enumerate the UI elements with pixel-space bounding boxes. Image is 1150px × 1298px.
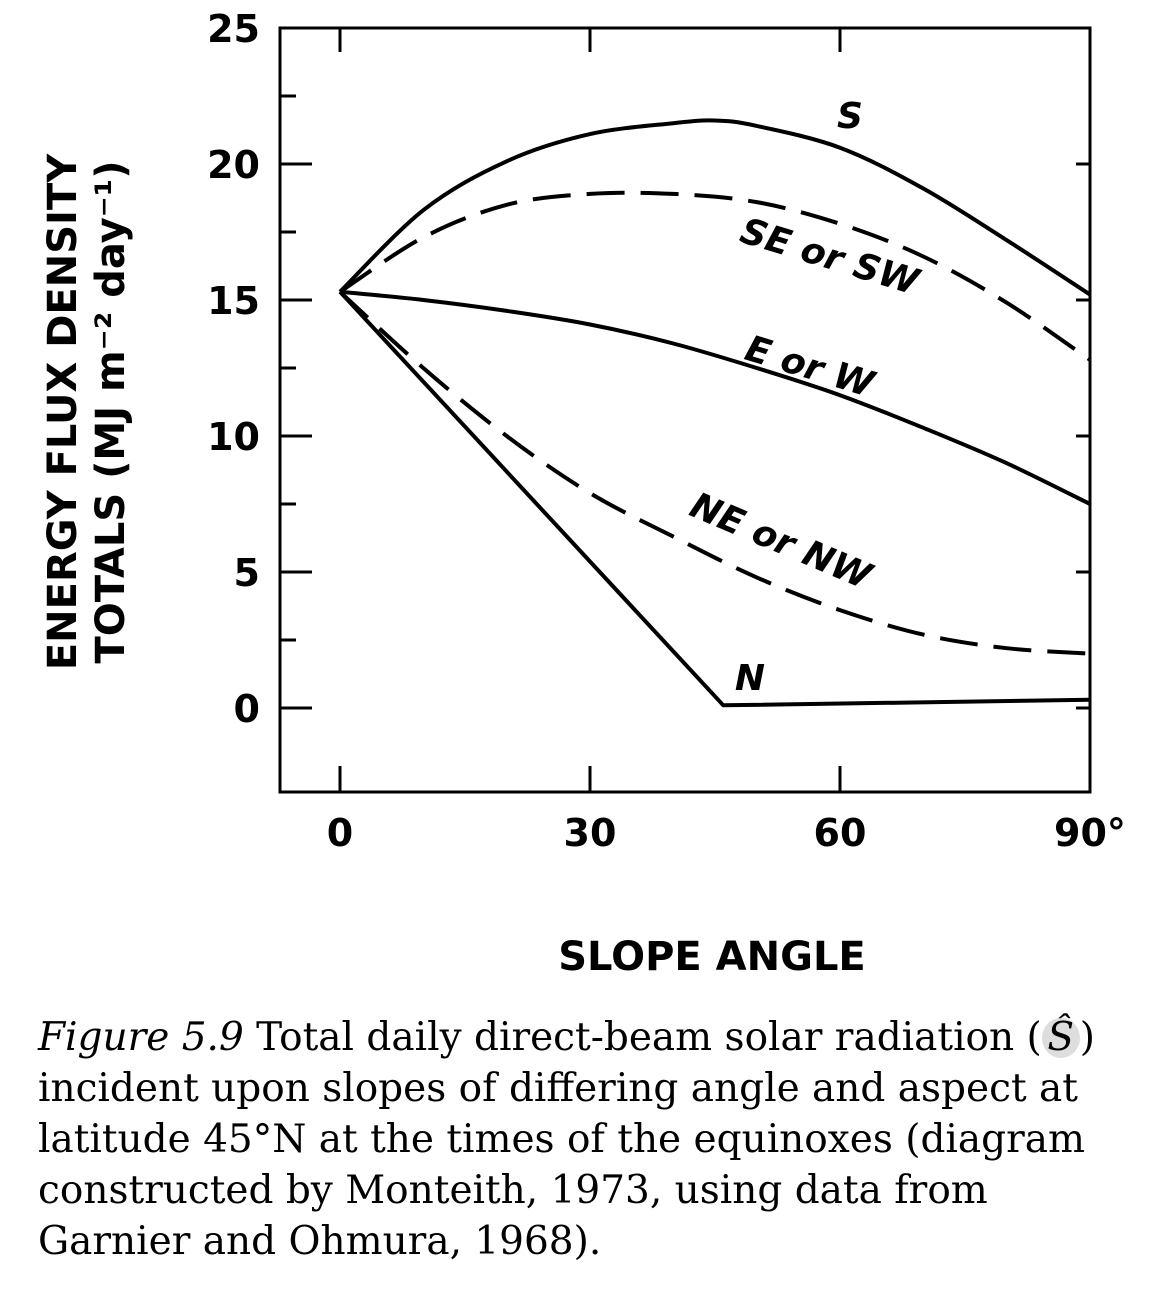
y-tick-label: 15 [207, 279, 260, 323]
figure-caption: Figure 5.9 Total daily direct-beam solar… [38, 1012, 1118, 1267]
curve-labels: S SE or SW E or W NE or NW N [684, 96, 925, 699]
curve-label-ne-nw: NE or NW [684, 485, 879, 599]
plot-frame [278, 26, 1092, 794]
y-tick-label: 5 [234, 551, 260, 595]
series-line-se-sw [338, 190, 1092, 362]
curve-label-se-sw: SE or SW [736, 211, 926, 305]
solar-radiation-chart: 0 5 10 15 20 25 0 30 60 90° S SE or SW E or W NE or … [40, 7, 1126, 980]
curve-label-s: S [837, 96, 863, 137]
x-tick-label: 30 [564, 811, 617, 855]
axis-ticks: 0 5 10 15 20 25 0 30 60 90° [207, 7, 1126, 855]
series-line-e-w [339, 289, 1091, 506]
x-tick-label: 0 [327, 811, 353, 855]
series-line-s [338, 118, 1092, 297]
x-tick-label: 90° [1054, 811, 1126, 855]
y-axis-title-line2: TOTALS (MJ m⁻² day⁻¹) [88, 160, 134, 663]
x-axis-title: SLOPE ANGLE [558, 934, 866, 980]
y-tick-label: 0 [234, 687, 260, 731]
y-tick-label: 10 [207, 415, 260, 459]
y-tick-label: 25 [207, 7, 260, 51]
caption-text-1: Total daily direct-beam solar radiation … [256, 1015, 1042, 1060]
s-symbol-icon: Ŝ [1041, 1018, 1080, 1058]
y-tick-label: 20 [207, 143, 260, 187]
series-lines [338, 118, 1092, 708]
curve-label-n: N [735, 658, 765, 699]
plot-border [278, 26, 1092, 794]
figure-number: Figure 5.9 [38, 1015, 244, 1060]
x-tick-label: 60 [814, 811, 867, 855]
series-line-n [338, 290, 1091, 708]
y-axis-title-line1: ENERGY FLUX DENSITY [40, 153, 86, 670]
series-line-ne-nw [338, 290, 1091, 656]
caption-text-2: ) incident upon slopes of differing angl… [38, 1015, 1095, 1264]
curve-label-e-w: E or W [740, 328, 880, 406]
